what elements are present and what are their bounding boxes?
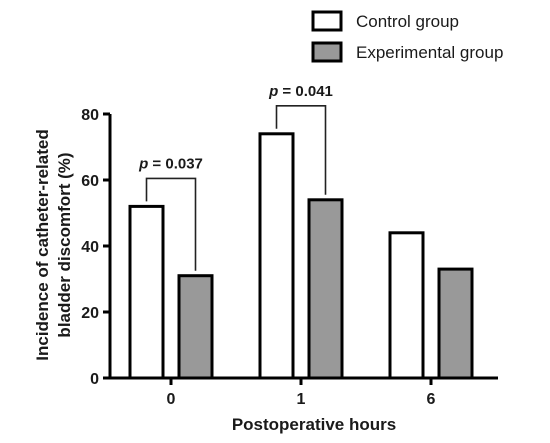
y-tick-label: 0	[90, 371, 99, 388]
p-value-label: p = 0.041	[268, 83, 333, 100]
bar-experimental-6	[437, 267, 474, 380]
legend-label-control: Control group	[356, 12, 459, 31]
y-axis: 0 20 40 60 80	[81, 107, 112, 388]
x-tick-label: 0	[167, 391, 176, 408]
p-value-text: = 0.037	[148, 155, 203, 172]
x-axis: 0 1 6	[110, 376, 498, 408]
legend: Control group Experimental group	[311, 10, 503, 63]
x-tick-label: 6	[427, 391, 436, 408]
bar-experimental-1	[307, 198, 344, 380]
bar-control-6	[388, 231, 425, 380]
bar-control-1	[258, 132, 295, 380]
legend-swatch-experimental	[311, 41, 343, 63]
legend-label-experimental: Experimental group	[356, 43, 503, 62]
y-axis-title-line-2: bladder discomfort (%)	[55, 152, 74, 337]
bar-experimental-0	[177, 274, 214, 380]
x-axis-title: Postoperative hours	[232, 415, 396, 434]
y-tick-label: 20	[81, 305, 99, 322]
significance-bracket	[275, 105, 327, 195]
y-tick-label: 40	[81, 239, 99, 256]
p-value-label: p = 0.037	[138, 155, 203, 172]
legend-swatch-control	[311, 10, 343, 32]
bars	[128, 132, 474, 380]
significance-bracket	[145, 177, 197, 271]
x-tick-label: 1	[297, 391, 306, 408]
y-tick-label: 80	[81, 107, 99, 124]
bar-control-0	[128, 204, 165, 380]
p-value-text: = 0.041	[278, 83, 333, 100]
p-symbol: p	[138, 155, 148, 172]
y-tick-label: 60	[81, 173, 99, 190]
p-symbol: p	[268, 83, 278, 100]
y-axis-title-line-1: Incidence of catheter-related	[33, 129, 52, 360]
